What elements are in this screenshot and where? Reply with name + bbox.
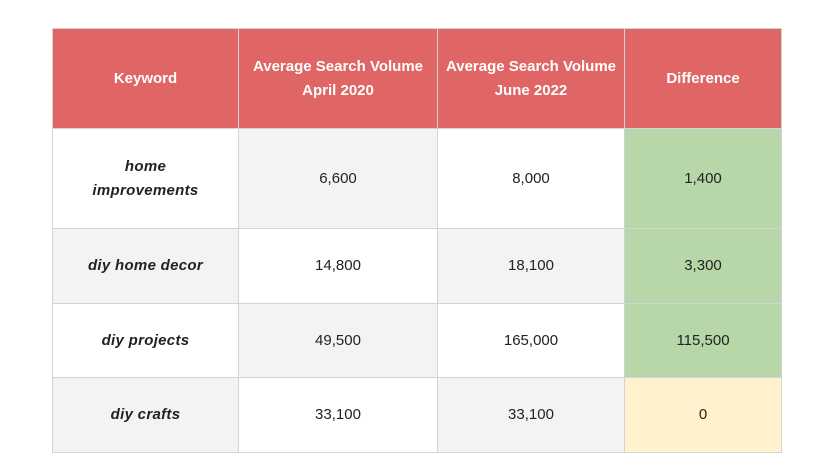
header-june-line2: June 2022 [494,81,568,99]
header-april-line2: April 2020 [302,81,374,99]
header-keyword: Keyword [52,28,239,129]
difference-cell: 1,400 [624,128,782,229]
june-2022-cell: 8,000 [437,128,625,229]
header-april-line1: Average Search Volume [252,57,424,75]
table-container: Keyword Average Search Volume April 2020… [52,28,782,453]
april-2020-cell: 33,100 [238,377,438,453]
header-difference: Difference [624,28,782,129]
table-row: diy projects 49,500 165,000 115,500 [52,303,782,378]
keyword-cell: diy projects [52,303,239,378]
difference-cell: 3,300 [624,228,782,304]
header-row: Keyword Average Search Volume April 2020… [52,28,782,129]
june-2022-cell: 165,000 [437,303,625,378]
keyword-text: home improvements [92,157,199,199]
header-june-line1: Average Search Volume [445,57,617,75]
keyword-cell: home improvements [52,128,239,229]
keyword-search-volume-table: Keyword Average Search Volume April 2020… [52,28,782,453]
april-2020-cell: 49,500 [238,303,438,378]
table-row: diy crafts 33,100 33,100 0 [52,377,782,453]
table-row: diy home decor 14,800 18,100 3,300 [52,228,782,304]
header-april-2020: Average Search Volume April 2020 [238,28,438,129]
table-row: home improvements 6,600 8,000 1,400 [52,128,782,229]
june-2022-cell: 33,100 [437,377,625,453]
keyword-cell: diy crafts [52,377,239,453]
difference-cell: 115,500 [624,303,782,378]
difference-cell: 0 [624,377,782,453]
header-june-2022: Average Search Volume June 2022 [437,28,625,129]
june-2022-cell: 18,100 [437,228,625,304]
april-2020-cell: 14,800 [238,228,438,304]
april-2020-cell: 6,600 [238,128,438,229]
keyword-cell: diy home decor [52,228,239,304]
